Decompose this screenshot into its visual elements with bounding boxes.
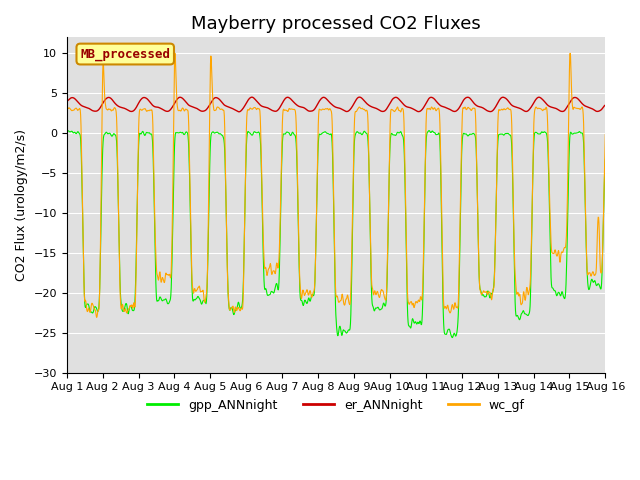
er_ANNnight (182, 100, 190, 106)
er_ANNnight (243, 99, 251, 105)
Text: MB_processed: MB_processed (80, 48, 170, 60)
Line: wc_gf: wc_gf (67, 53, 605, 317)
gpp_ANNnight (602, 156, 609, 162)
er_ANNnight (602, 102, 609, 108)
gpp_ANNnight (63, 127, 70, 133)
gpp_ANNnight (490, 277, 498, 283)
wc_gf (602, 132, 609, 137)
Line: gpp_ANNnight: gpp_ANNnight (67, 130, 605, 337)
wc_gf (538, 107, 546, 113)
Legend: gpp_ANNnight, er_ANNnight, wc_gf: gpp_ANNnight, er_ANNnight, wc_gf (142, 394, 530, 417)
gpp_ANNnight (449, 335, 456, 340)
wc_gf (93, 314, 100, 320)
er_ANNnight (538, 96, 546, 102)
gpp_ANNnight (170, 190, 177, 195)
wc_gf (184, 107, 191, 113)
er_ANNnight (170, 102, 177, 108)
wc_gf (170, 105, 178, 110)
er_ANNnight (420, 104, 428, 109)
gpp_ANNnight (182, 129, 190, 135)
wc_gf (171, 50, 179, 56)
er_ANNnight (356, 94, 364, 100)
gpp_ANNnight (243, 135, 251, 141)
Line: er_ANNnight: er_ANNnight (67, 97, 605, 112)
gpp_ANNnight (538, 129, 545, 135)
wc_gf (491, 272, 499, 278)
er_ANNnight (63, 98, 70, 104)
gpp_ANNnight (420, 267, 428, 273)
wc_gf (420, 217, 428, 223)
wc_gf (244, 107, 252, 113)
wc_gf (63, 103, 70, 109)
Y-axis label: CO2 Flux (urology/m2/s): CO2 Flux (urology/m2/s) (15, 129, 28, 281)
er_ANNnight (235, 109, 243, 115)
er_ANNnight (491, 106, 499, 111)
Title: Mayberry processed CO2 Fluxes: Mayberry processed CO2 Fluxes (191, 15, 481, 33)
